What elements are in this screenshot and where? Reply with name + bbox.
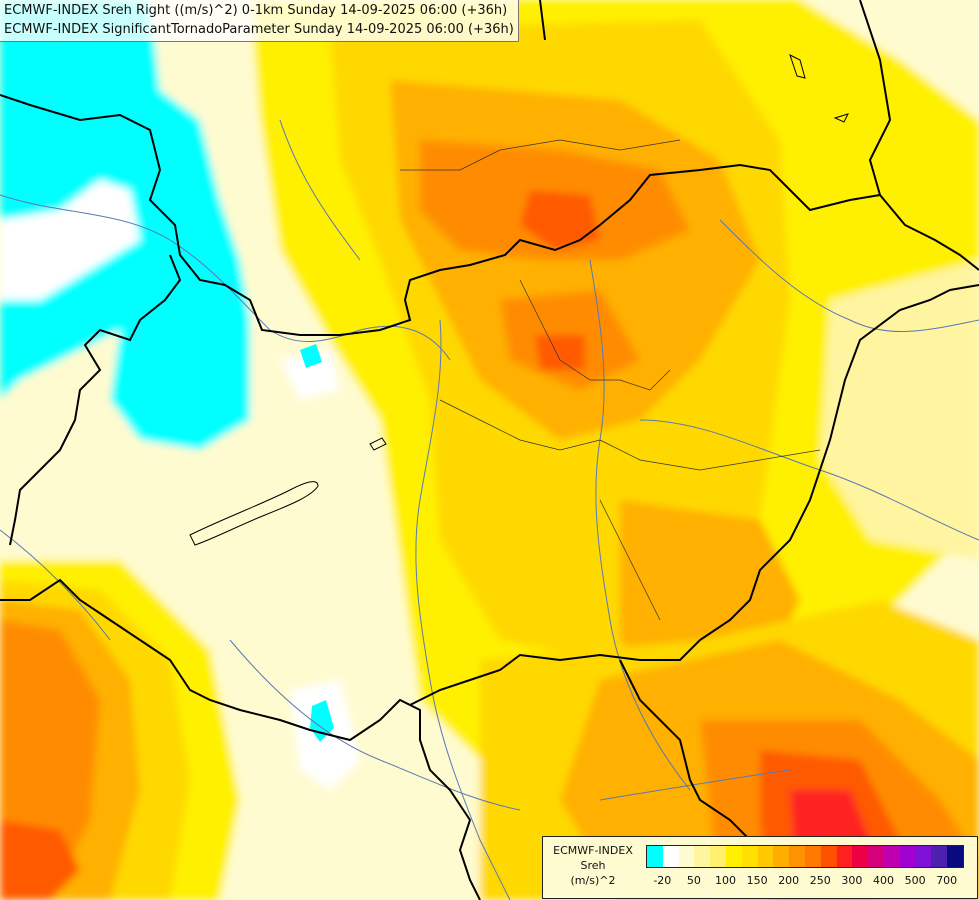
legend-swatch [710, 846, 726, 867]
river [415, 319, 511, 900]
region-border [519, 279, 671, 391]
color-legend: ECMWF-INDEX Sreh (m/s)^2 -20 50 100 150 200 2… [542, 836, 978, 899]
red-orange-core [520, 190, 600, 250]
legend-title: ECMWF-INDEX Sreh (m/s)^2 [543, 843, 643, 888]
legend-swatch [852, 846, 869, 867]
lake-ne [789, 54, 806, 79]
river [589, 259, 691, 791]
legend-swatch [947, 846, 963, 867]
legend-tick: 200 [778, 874, 800, 887]
legend-swatch [836, 846, 853, 867]
legend-swatch [915, 846, 932, 867]
legend-swatch [804, 846, 821, 867]
sw-dark-orange [0, 620, 100, 880]
legend-swatch [773, 846, 790, 867]
legend-tick: 150 [746, 874, 768, 887]
region-border [599, 439, 821, 471]
legend-tick: 700 [936, 874, 958, 887]
legend-swatch [789, 846, 805, 867]
legend-swatch [725, 846, 742, 867]
legend-title-line: ECMWF-INDEX [553, 844, 633, 857]
region-border [599, 499, 661, 621]
legend-swatch [868, 846, 884, 867]
lake-small [369, 437, 387, 451]
legend-swatch [647, 846, 663, 867]
country-border [0, 94, 979, 336]
river [279, 119, 361, 261]
legend-swatch [757, 846, 774, 867]
country-border [409, 284, 979, 706]
legend-tick: 400 [873, 874, 894, 887]
legend-tick: 300 [841, 874, 863, 887]
river [229, 639, 521, 811]
legend-title-line: Sreh [580, 859, 606, 872]
lake-ne2 [833, 113, 849, 123]
lake-balaton [189, 481, 319, 546]
legend-tick-labels: -20 50 100 150 200 250 300 400 500 700 [646, 874, 976, 890]
legend-swatch [694, 846, 711, 867]
legend-swatch [678, 846, 695, 867]
legend-title-line: (m/s)^2 [570, 874, 616, 887]
sw-red-orange [0, 820, 80, 900]
region-border [439, 399, 601, 451]
red-orange-core-2 [535, 335, 585, 370]
country-border [0, 578, 481, 900]
river [719, 219, 979, 333]
legend-swatch [662, 846, 679, 867]
legend-tick: 250 [809, 874, 831, 887]
region-border-layer [400, 139, 821, 621]
country-border [539, 0, 546, 41]
legend-swatch [931, 846, 948, 867]
legend-swatch [741, 846, 758, 867]
region-border [400, 139, 681, 171]
white-patch-center [280, 350, 340, 400]
legend-color-scale [646, 845, 964, 868]
legend-swatch [820, 846, 837, 867]
country-border [859, 0, 892, 196]
legend-swatch [883, 846, 900, 867]
map-title-stp: ECMWF-INDEX SignificantTornadoParameter … [4, 22, 514, 37]
legend-tick: 50 [686, 874, 701, 887]
cyan-blob-center [300, 344, 322, 368]
country-border [619, 659, 751, 841]
legend-tick: -20 [653, 874, 672, 887]
white-patch-west [0, 180, 140, 300]
map-title-sreh: ECMWF-INDEX Sreh Right ((m/s)^2) 0-1km S… [4, 3, 508, 18]
legend-tick: 100 [715, 874, 736, 887]
river [599, 769, 791, 801]
legend-tick: 500 [904, 874, 926, 887]
country-border [9, 254, 182, 546]
legend-swatch [899, 846, 916, 867]
map-title-box: ECMWF-INDEX Sreh Right ((m/s)^2) 0-1km S… [0, 0, 519, 42]
